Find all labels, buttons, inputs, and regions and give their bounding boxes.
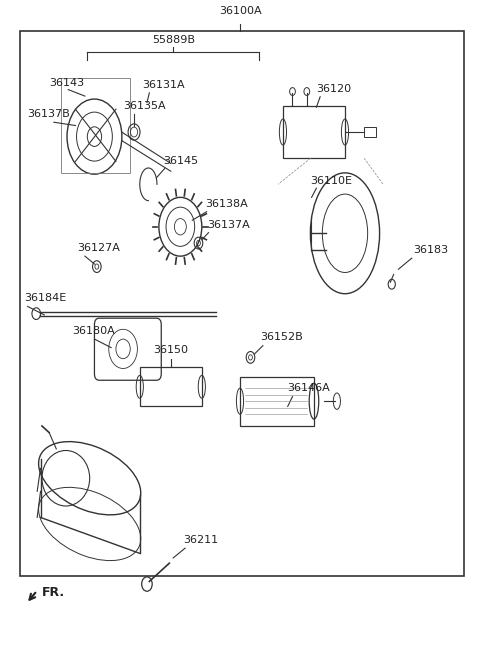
Text: 36145: 36145 bbox=[164, 156, 199, 166]
Text: 36146A: 36146A bbox=[287, 383, 329, 394]
Text: 36150: 36150 bbox=[153, 346, 188, 356]
Text: 36135A: 36135A bbox=[123, 101, 166, 111]
Bar bbox=[240, 377, 314, 426]
Bar bbox=[140, 367, 202, 406]
Bar bbox=[364, 127, 376, 136]
Text: 36131A: 36131A bbox=[142, 79, 185, 90]
Text: 36184E: 36184E bbox=[24, 293, 67, 303]
Text: 36137B: 36137B bbox=[28, 109, 71, 119]
Text: 36110E: 36110E bbox=[311, 176, 353, 186]
Bar bbox=[283, 106, 345, 158]
Text: 36183: 36183 bbox=[413, 245, 448, 255]
Bar bbox=[21, 31, 464, 576]
Text: 55889B: 55889B bbox=[152, 35, 195, 45]
Text: 36143: 36143 bbox=[49, 77, 84, 88]
Text: 36152B: 36152B bbox=[260, 333, 303, 342]
Text: 36100A: 36100A bbox=[219, 6, 261, 16]
Text: FR.: FR. bbox=[42, 586, 65, 599]
Text: 36211: 36211 bbox=[183, 535, 218, 545]
Text: 36120: 36120 bbox=[316, 84, 351, 94]
Bar bbox=[61, 78, 130, 173]
Text: 36127A: 36127A bbox=[77, 243, 120, 253]
Text: 36180A: 36180A bbox=[72, 326, 115, 336]
Text: 36137A: 36137A bbox=[207, 220, 250, 230]
Text: 36138A: 36138A bbox=[205, 199, 248, 209]
